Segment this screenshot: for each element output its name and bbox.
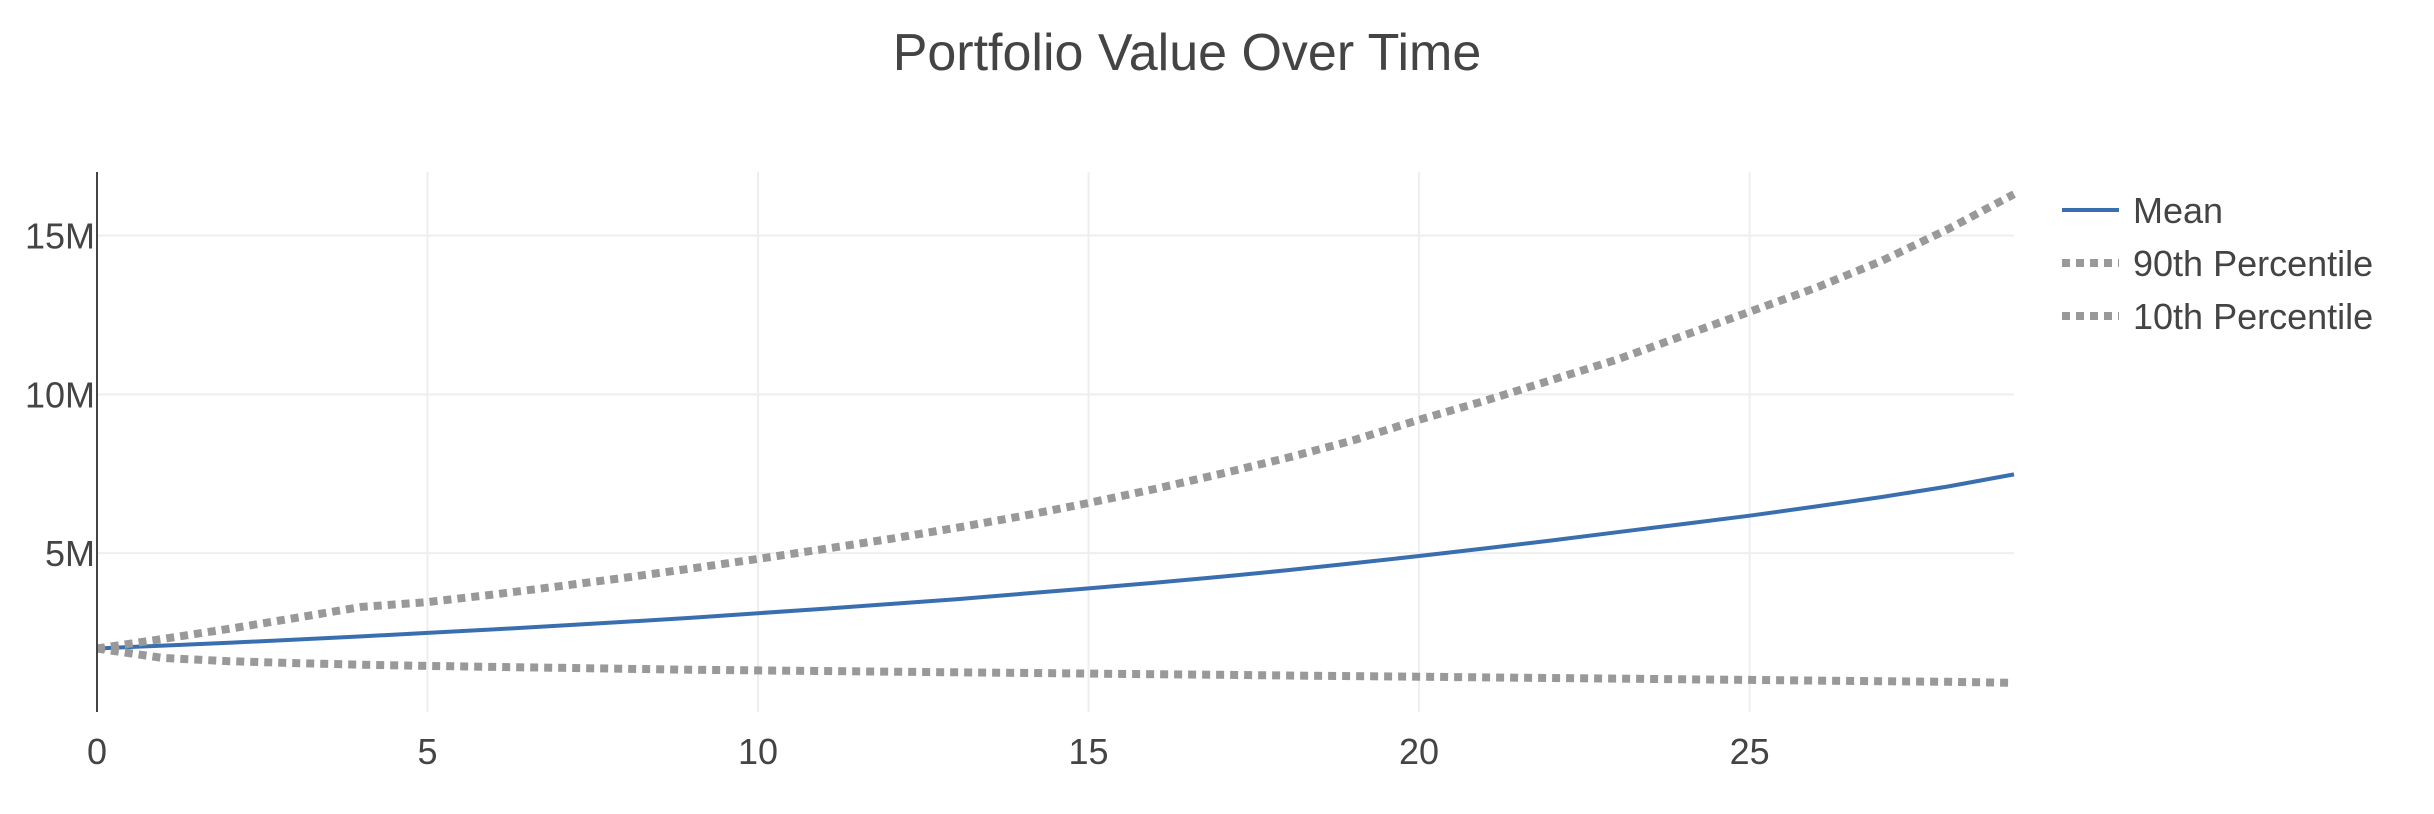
legend-item[interactable]: Mean (2062, 190, 2223, 231)
series-lines (96, 190, 2016, 687)
grid (97, 172, 2014, 712)
series-line-mean[interactable] (96, 472, 2015, 651)
x-tick-label: 20 (1399, 731, 1439, 772)
legend-item[interactable]: 10th Percentile (2062, 296, 2373, 337)
chart-title: Portfolio Value Over Time (893, 24, 1482, 82)
x-tick-label: 25 (1730, 731, 1770, 772)
series-line-10th-percentile[interactable] (96, 644, 2015, 687)
legend-label: Mean (2133, 190, 2223, 231)
legend-item[interactable]: 90th Percentile (2062, 243, 2373, 284)
legend-label: 90th Percentile (2133, 243, 2373, 284)
series-line-90th-percentile[interactable] (96, 190, 2016, 653)
x-tick-label: 5 (418, 731, 438, 772)
x-tick-label: 15 (1069, 731, 1109, 772)
y-tick-label: 15M (25, 216, 95, 257)
y-tick-label: 5M (45, 533, 95, 574)
y-tick-label: 10M (25, 374, 95, 415)
x-tick-label: 10 (738, 731, 778, 772)
legend-label: 10th Percentile (2133, 296, 2373, 337)
axes: 0 5 10 15 20 25 5M 10M 15M (25, 172, 1770, 772)
x-tick-label: 0 (87, 731, 107, 772)
legend[interactable]: Mean 90th Percentile 10th Percentile (2062, 190, 2373, 337)
